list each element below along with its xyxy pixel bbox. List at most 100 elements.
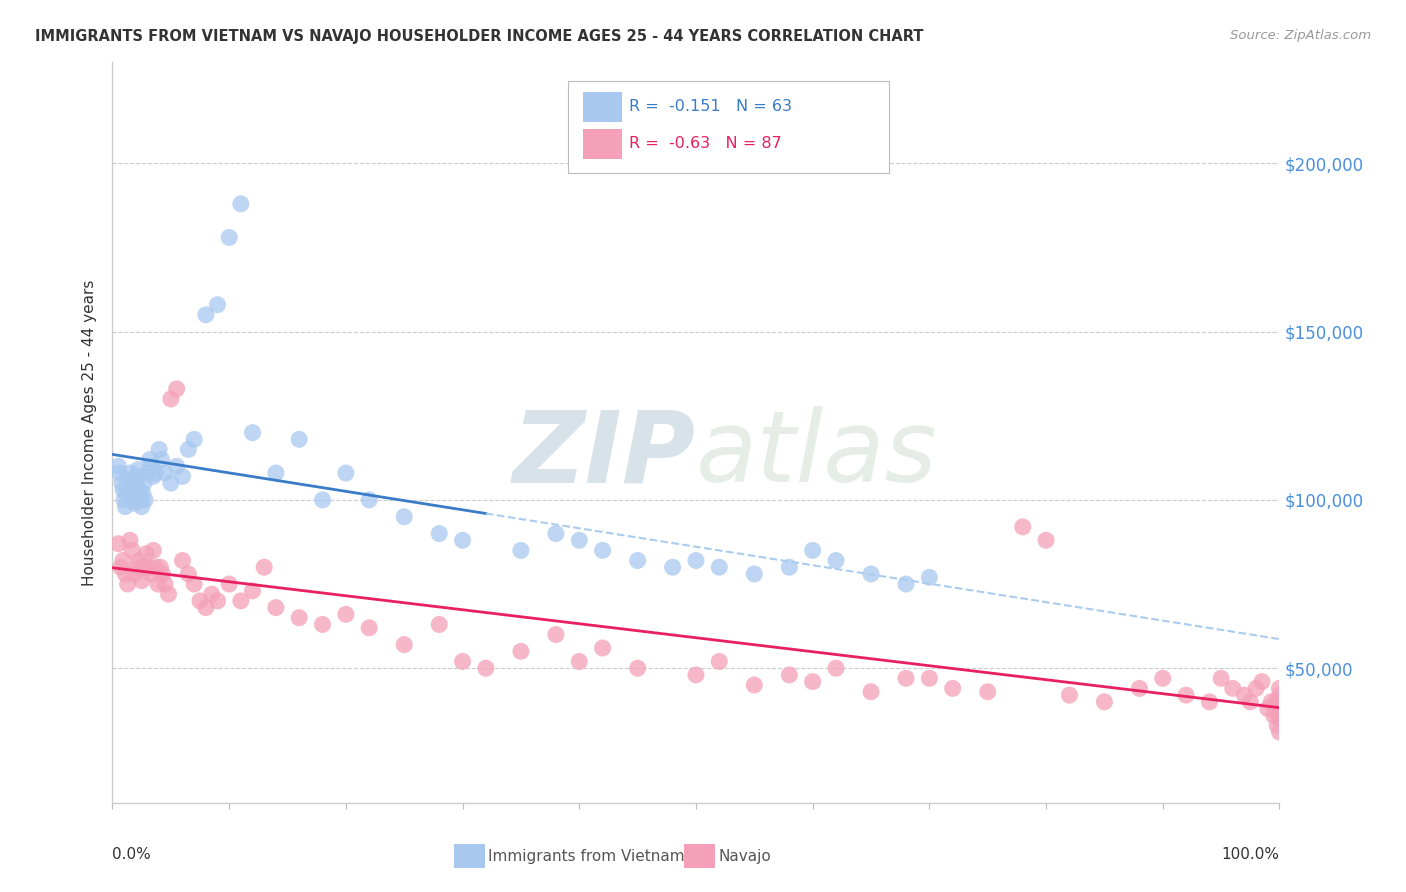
Point [145, 466, 167, 480]
Point [744, 678, 766, 692]
Point [264, 466, 287, 480]
Point [778, 560, 800, 574]
Text: Source: ZipAtlas.com: Source: ZipAtlas.com [1230, 29, 1371, 42]
Point [118, 533, 141, 548]
Point [1265, 718, 1288, 732]
Point [394, 638, 416, 652]
Point [194, 600, 217, 615]
FancyBboxPatch shape [454, 844, 485, 868]
Point [201, 587, 224, 601]
Text: atlas: atlas [696, 407, 938, 503]
Point [592, 640, 614, 655]
Point [114, 500, 136, 514]
Point [108, 466, 131, 480]
Point [218, 577, 240, 591]
Point [1268, 688, 1291, 702]
Point [1268, 725, 1291, 739]
Point [124, 496, 146, 510]
Point [685, 553, 707, 567]
Point [160, 392, 183, 406]
Point [149, 560, 172, 574]
Point [475, 661, 498, 675]
Point [544, 627, 567, 641]
Point [172, 553, 194, 567]
FancyBboxPatch shape [568, 81, 889, 173]
Point [152, 566, 174, 581]
Point [129, 492, 152, 507]
Point [359, 492, 381, 507]
Point [894, 671, 917, 685]
Point [229, 196, 252, 211]
Point [172, 469, 194, 483]
Point [778, 668, 800, 682]
Point [139, 452, 162, 467]
Text: Navajo: Navajo [718, 848, 770, 863]
Point [1251, 674, 1274, 689]
Point [335, 466, 357, 480]
Point [229, 594, 252, 608]
Point [166, 459, 188, 474]
Point [1257, 701, 1279, 715]
Point [242, 583, 264, 598]
Point [825, 553, 848, 567]
Point [1222, 681, 1244, 696]
Text: R =  -0.151   N = 63: R = -0.151 N = 63 [630, 99, 793, 114]
Point [112, 492, 135, 507]
Point [825, 661, 848, 675]
Point [509, 543, 531, 558]
FancyBboxPatch shape [582, 92, 623, 121]
Point [111, 483, 134, 497]
Point [544, 526, 567, 541]
Point [1152, 671, 1174, 685]
Point [1263, 708, 1285, 723]
Y-axis label: Householder Income Ages 25 - 44 years: Householder Income Ages 25 - 44 years [82, 279, 97, 586]
Point [288, 610, 311, 624]
Point [139, 459, 162, 474]
Point [627, 553, 650, 567]
Point [114, 566, 136, 581]
Point [1268, 712, 1291, 726]
Point [218, 230, 240, 244]
Point [207, 298, 229, 312]
Point [451, 655, 474, 669]
Point [110, 560, 132, 574]
Point [311, 617, 333, 632]
Point [132, 486, 155, 500]
Point [117, 577, 139, 591]
Point [264, 600, 287, 615]
Point [183, 433, 205, 447]
Point [801, 543, 824, 558]
Point [107, 536, 129, 550]
Point [1268, 695, 1291, 709]
Point [115, 486, 138, 500]
Point [118, 466, 141, 480]
Text: R =  -0.63   N = 87: R = -0.63 N = 87 [630, 136, 782, 152]
Point [121, 483, 143, 497]
Point [1198, 695, 1220, 709]
Point [1209, 671, 1232, 685]
Point [207, 594, 229, 608]
Point [111, 476, 134, 491]
Point [128, 553, 150, 567]
Point [153, 466, 176, 480]
Point [153, 577, 176, 591]
Text: Immigrants from Vietnam: Immigrants from Vietnam [488, 848, 685, 863]
Point [183, 577, 205, 591]
Point [1265, 695, 1288, 709]
Point [1175, 688, 1198, 702]
Point [242, 425, 264, 440]
Point [1268, 708, 1291, 723]
Point [1268, 681, 1291, 696]
Point [125, 469, 148, 483]
Point [394, 509, 416, 524]
Point [132, 560, 155, 574]
Point [359, 621, 381, 635]
Point [1239, 695, 1261, 709]
Point [142, 543, 165, 558]
Point [177, 442, 200, 457]
Point [121, 543, 143, 558]
Point [145, 560, 167, 574]
Point [451, 533, 474, 548]
Point [918, 570, 941, 584]
Point [1260, 695, 1282, 709]
